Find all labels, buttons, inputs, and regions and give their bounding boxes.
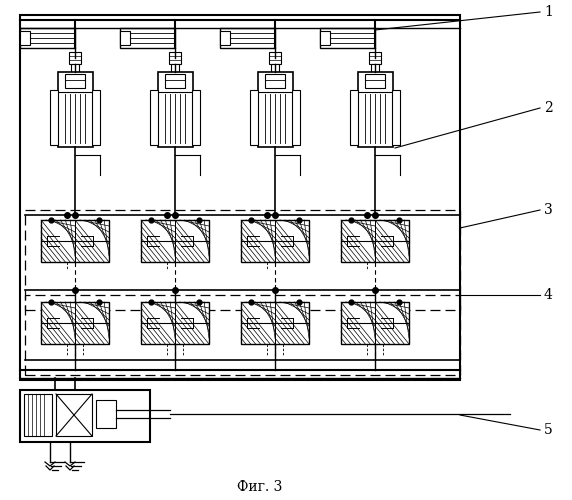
Bar bbox=[392, 90, 400, 145]
Bar bbox=[20, 390, 150, 442]
Bar bbox=[20, 15, 460, 380]
Bar bbox=[141, 220, 209, 262]
Bar bbox=[24, 394, 52, 436]
Bar bbox=[20, 28, 75, 48]
Bar bbox=[192, 90, 200, 145]
Text: 2: 2 bbox=[544, 101, 553, 115]
Bar bbox=[41, 302, 109, 344]
Bar bbox=[371, 64, 379, 72]
Bar bbox=[65, 74, 85, 88]
Bar bbox=[341, 302, 409, 344]
Bar bbox=[220, 31, 230, 45]
Bar bbox=[250, 90, 258, 145]
Bar bbox=[165, 74, 185, 88]
Bar bbox=[150, 90, 158, 145]
Bar bbox=[265, 74, 285, 88]
Bar bbox=[96, 400, 116, 428]
Bar bbox=[58, 72, 93, 147]
Bar bbox=[92, 90, 100, 145]
Bar bbox=[271, 64, 279, 72]
Bar bbox=[120, 31, 130, 45]
Text: 5: 5 bbox=[544, 423, 553, 437]
Bar bbox=[158, 72, 193, 147]
Bar bbox=[171, 64, 179, 72]
Bar bbox=[120, 28, 175, 48]
Bar bbox=[365, 74, 385, 88]
Bar bbox=[269, 52, 281, 64]
Bar bbox=[350, 90, 358, 145]
Text: 3: 3 bbox=[544, 203, 553, 217]
Bar bbox=[169, 52, 181, 64]
Bar bbox=[258, 72, 293, 147]
Bar bbox=[20, 31, 30, 45]
Bar bbox=[25, 210, 460, 310]
Bar bbox=[241, 220, 309, 262]
Bar bbox=[25, 295, 460, 375]
Bar bbox=[320, 28, 375, 48]
Bar bbox=[69, 52, 81, 64]
Bar bbox=[341, 220, 409, 262]
Text: 1: 1 bbox=[544, 5, 553, 19]
Bar bbox=[41, 220, 109, 262]
Text: 4: 4 bbox=[544, 288, 553, 302]
Bar bbox=[50, 90, 58, 145]
Bar bbox=[292, 90, 300, 145]
Bar bbox=[71, 64, 79, 72]
Bar bbox=[320, 31, 330, 45]
Bar bbox=[241, 302, 309, 344]
Bar bbox=[220, 28, 275, 48]
Bar bbox=[56, 394, 92, 436]
Bar bbox=[358, 72, 393, 147]
Text: Фиг. 3: Фиг. 3 bbox=[237, 480, 283, 494]
Bar bbox=[141, 302, 209, 344]
Bar bbox=[369, 52, 381, 64]
